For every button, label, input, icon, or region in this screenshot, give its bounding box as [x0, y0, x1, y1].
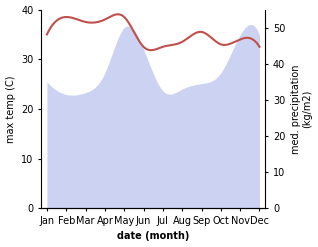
X-axis label: date (month): date (month) [117, 231, 190, 242]
Y-axis label: med. precipitation
(kg/m2): med. precipitation (kg/m2) [291, 64, 313, 154]
Y-axis label: max temp (C): max temp (C) [5, 75, 16, 143]
